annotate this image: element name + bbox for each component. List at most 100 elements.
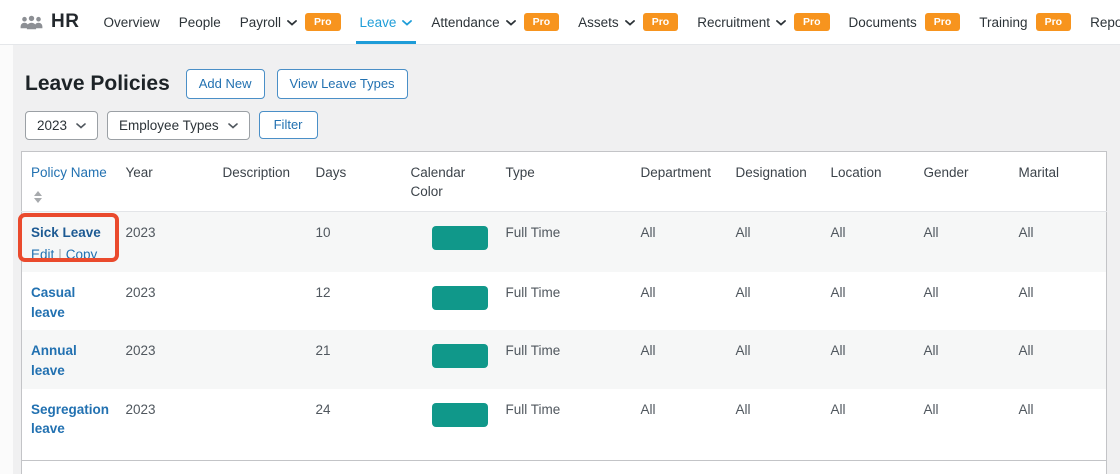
row-actions: Edit | Copy	[31, 245, 108, 265]
nav-item-reports[interactable]: Reports	[1088, 0, 1120, 44]
edit-link[interactable]: Edit	[31, 246, 55, 262]
filter-bar: 2023 Employee Types Filter	[21, 110, 1106, 140]
footer-column-department: Department	[631, 460, 727, 474]
nav-label: Assets	[578, 14, 619, 30]
year-select[interactable]: 2023	[25, 110, 99, 140]
chevron-down-icon	[505, 20, 516, 26]
page-header: Leave Policies Add New View Leave Types	[21, 69, 1106, 99]
filter-button[interactable]: Filter	[258, 111, 318, 139]
cell-department: All	[640, 401, 656, 417]
nav-label: Payroll	[239, 14, 282, 30]
nav-label: Training	[979, 14, 1028, 30]
action-separator: |	[58, 246, 62, 262]
footer-column-calendar-color: Calendar Color	[401, 460, 497, 474]
add-new-button[interactable]: Add New	[185, 69, 265, 99]
main-content: Leave Policies Add New View Leave Types …	[0, 45, 1120, 474]
table-header-row: Policy Name Year Description Days Calend…	[21, 151, 1107, 213]
cell-marital: All	[1018, 285, 1034, 301]
view-leave-types-button[interactable]: View Leave Types	[276, 69, 408, 99]
copy-link[interactable]: Copy	[65, 246, 98, 262]
policy-link-segregation-leave[interactable]: Segregation leave	[31, 401, 110, 437]
cell-year: 2023	[125, 225, 156, 241]
sort-policy-name-link[interactable]: Policy Name	[31, 164, 107, 180]
nav-label: Attendance	[431, 14, 500, 30]
cell-marital: All	[1018, 225, 1034, 241]
column-header-type: Type	[496, 151, 632, 213]
cell-days: 12	[315, 285, 331, 301]
cell-designation: All	[735, 343, 751, 359]
chevron-down-icon	[402, 20, 413, 26]
footer-column-year: Year	[116, 460, 214, 474]
column-header-days: Days	[306, 151, 402, 213]
pro-badge: Pro	[793, 12, 830, 32]
policy-link-casual-leave[interactable]: Casual leave	[31, 285, 76, 320]
calendar-color-swatch	[431, 402, 488, 427]
people-group-icon	[20, 15, 43, 30]
cell-gender: All	[923, 225, 939, 241]
nav-label: Overview	[103, 14, 160, 30]
footer-column-policy-name: Policy Name	[21, 460, 117, 474]
brand[interactable]: HR	[20, 0, 79, 44]
footer-column-marital: Marital	[1009, 460, 1107, 474]
nav-label: Recruitment	[697, 14, 770, 30]
table-footer-row: Policy Name Year Description Days Calend…	[21, 460, 1107, 474]
cell-gender: All	[923, 343, 939, 359]
column-header-description: Description	[213, 151, 307, 213]
table-row-annual-leave: Annual leave 2023 21 Full Time All All A…	[21, 330, 1107, 389]
pro-badge: Pro	[1035, 12, 1072, 32]
chevron-down-icon	[227, 122, 238, 129]
footer-column-description: Description	[213, 460, 307, 474]
pro-badge: Pro	[523, 12, 560, 32]
pro-badge: Pro	[924, 12, 961, 32]
nav-item-training[interactable]: Training Pro	[977, 0, 1073, 44]
cell-location: All	[830, 401, 846, 417]
collapsed-sidebar-strip	[0, 45, 13, 474]
chevron-down-icon	[287, 20, 297, 26]
chevron-down-icon	[776, 20, 786, 26]
cell-description	[214, 330, 307, 388]
nav-label: Leave	[359, 14, 397, 30]
sort-arrows-icon[interactable]	[34, 191, 42, 204]
nav-item-overview[interactable]: Overview	[101, 0, 161, 44]
column-header-designation: Designation	[726, 151, 822, 213]
cell-location: All	[830, 285, 846, 301]
policy-link-sick-leave[interactable]: Sick Leave	[31, 225, 101, 241]
cell-department: All	[640, 285, 656, 301]
chevron-down-icon	[76, 122, 86, 129]
cell-description	[214, 389, 307, 461]
footer-column-location: Location	[821, 460, 915, 474]
leave-policies-table: Policy Name Year Description Days Calend…	[18, 150, 1107, 474]
footer-column-days: Days	[306, 460, 402, 474]
calendar-color-swatch	[431, 344, 488, 369]
footer-column-designation: Designation	[726, 460, 822, 474]
cell-designation: All	[735, 401, 751, 417]
page-title: Leave Policies	[25, 71, 170, 95]
nav-label: Documents	[848, 14, 917, 30]
policy-link-annual-leave[interactable]: Annual leave	[31, 343, 77, 378]
cell-days: 10	[315, 225, 331, 241]
column-header-policy-name: Policy Name	[21, 151, 117, 213]
nav-label: Reports	[1090, 14, 1120, 30]
cell-days: 24	[315, 401, 331, 417]
nav-item-documents[interactable]: Documents Pro	[847, 0, 963, 44]
column-header-gender: Gender	[914, 151, 1010, 213]
nav-item-payroll[interactable]: Payroll Pro	[238, 0, 343, 44]
employee-types-select[interactable]: Employee Types	[107, 110, 250, 140]
nav-item-people[interactable]: People	[177, 0, 223, 44]
nav-item-attendance[interactable]: Attendance Pro	[429, 0, 561, 44]
cell-description	[214, 272, 307, 330]
nav-item-assets[interactable]: Assets Pro	[576, 0, 680, 44]
cell-year: 2023	[125, 343, 156, 359]
cell-days: 21	[315, 343, 331, 359]
column-header-marital: Marital	[1009, 151, 1107, 213]
cell-designation: All	[735, 225, 751, 241]
cell-type: Full Time	[505, 285, 561, 301]
brand-title: HR	[51, 11, 80, 32]
nav-item-leave[interactable]: Leave	[355, 0, 417, 44]
footer-column-type: Type	[496, 460, 632, 474]
column-header-calendar-color: Calendar Color	[401, 151, 497, 213]
top-nav: HR Overview People Payroll Pro Leave Att…	[0, 0, 1120, 45]
footer-column-gender: Gender	[914, 460, 1010, 474]
cell-type: Full Time	[505, 343, 561, 359]
nav-item-recruitment[interactable]: Recruitment Pro	[695, 0, 831, 44]
